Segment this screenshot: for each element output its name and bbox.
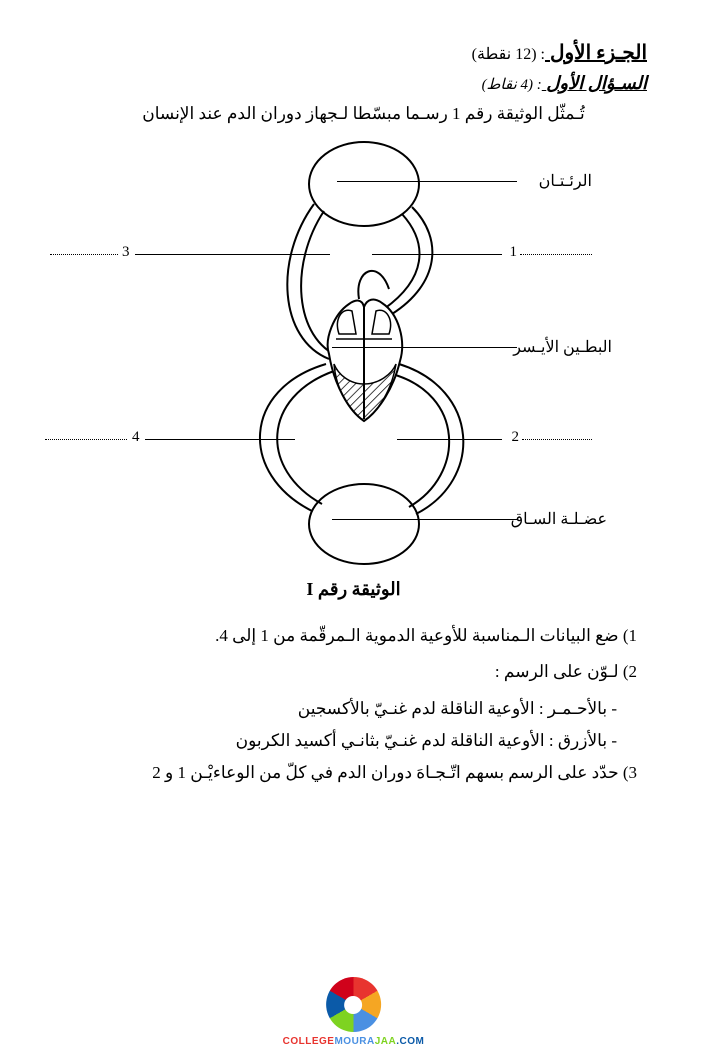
watermark: COLLEGEMOURAJAA.COM xyxy=(283,977,425,1047)
leader-left-ventricle xyxy=(332,347,517,348)
blank-2 xyxy=(522,439,592,440)
wm-part-1: COLLEGE xyxy=(283,1036,335,1047)
blank-4 xyxy=(45,439,127,440)
leader-2 xyxy=(397,439,502,440)
question-2a: - بالأحـمـر : الأوعية الناقلة لدم غنـيّ … xyxy=(60,693,647,725)
questions-block: 1) ضع البيانات الـمناسبة للأوعية الدموية… xyxy=(60,620,647,789)
leader-1 xyxy=(372,254,502,255)
question-1: 1) ضع البيانات الـمناسبة للأوعية الدموية… xyxy=(60,620,647,652)
label-leg-muscle: عضـلـة السـاق xyxy=(511,509,607,529)
part-title: الجـزء الأول : (12 نقطة) xyxy=(60,40,647,65)
question-title: السـؤال الأول : (4 نقاط) xyxy=(60,73,647,94)
circulatory-diagram: الرئـتـان البطـين الأيـسر عضـلـة السـاق … xyxy=(60,139,647,569)
label-left-ventricle: البطـين الأيـسر xyxy=(513,337,612,357)
intro-text: تُـمثّل الوثيقة رقم 1 رسـما مبسّطا لـجها… xyxy=(60,104,647,124)
diagram-caption: الوثيقة رقم I xyxy=(60,579,647,600)
blank-1 xyxy=(520,254,592,255)
wm-part-2: MOURA xyxy=(334,1036,374,1047)
question-points: : (4 نقاط) xyxy=(482,75,542,94)
num-3: 3 xyxy=(122,244,130,261)
leader-leg-muscle xyxy=(332,519,517,520)
diagram-svg xyxy=(184,139,524,569)
question-2b: - بالأزرق : الأوعية الناقلة لدم غنـيّ بث… xyxy=(60,725,647,757)
leader-3 xyxy=(135,254,330,255)
leader-4 xyxy=(145,439,295,440)
question-2: 2) لـوّن على الرسم : xyxy=(60,656,647,688)
leader-lungs xyxy=(337,181,517,182)
question-3: 3) حدّد على الرسم بسهم اتّـجـاهَ دوران ا… xyxy=(60,757,647,789)
num-4: 4 xyxy=(132,429,140,446)
part-points: : (12 نقطة) xyxy=(472,44,545,64)
wm-part-3: JAA xyxy=(375,1036,397,1047)
watermark-logo-icon xyxy=(326,977,381,1032)
blank-3 xyxy=(50,254,118,255)
part-title-text: الجـزء الأول xyxy=(550,42,647,64)
wm-part-4: .COM xyxy=(396,1036,424,1047)
num-2: 2 xyxy=(512,429,520,446)
num-1: 1 xyxy=(510,244,518,261)
label-lungs: الرئـتـان xyxy=(539,171,592,191)
question-title-text: السـؤال الأول xyxy=(546,73,647,93)
watermark-text: COLLEGEMOURAJAA.COM xyxy=(283,1036,425,1047)
